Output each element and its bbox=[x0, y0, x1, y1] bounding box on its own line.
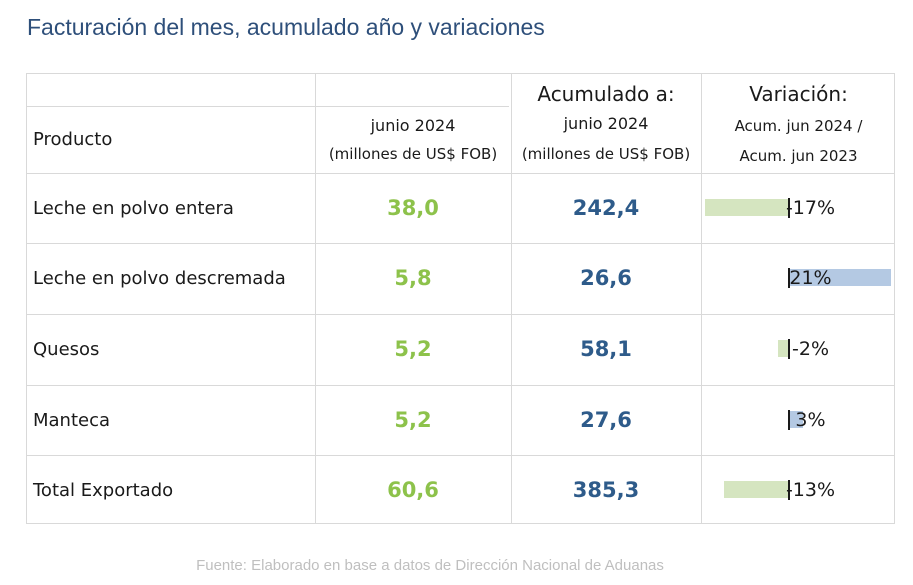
variation-value: 3% bbox=[795, 409, 826, 431]
month-value: 5,2 bbox=[394, 408, 432, 432]
grid-line bbox=[27, 106, 509, 107]
grid-line bbox=[27, 385, 894, 386]
header-accumulated-period: junio 2024 bbox=[563, 114, 649, 133]
product-name: Leche en polvo entera bbox=[33, 197, 234, 219]
accumulated-value: 242,4 bbox=[572, 196, 640, 220]
product-name: Manteca bbox=[33, 409, 111, 431]
variation-axis bbox=[788, 198, 790, 218]
header-accumulated: Acumulado a: junio 2024 (millones de US$… bbox=[511, 74, 701, 173]
source-note: Fuente: Elaborado en base a datos de Dir… bbox=[196, 557, 664, 574]
variation-value: -17% bbox=[785, 197, 836, 219]
grid-line bbox=[27, 243, 894, 244]
accumulated-value: 385,3 bbox=[572, 478, 640, 502]
variation-value: -2% bbox=[792, 338, 829, 360]
header-month: junio 2024 (millones de US$ FOB) bbox=[315, 106, 511, 173]
product-name: Quesos bbox=[33, 338, 100, 360]
header-product: Producto bbox=[33, 129, 113, 150]
variation-bar bbox=[788, 411, 803, 428]
product-name: Leche en polvo descremada bbox=[33, 267, 286, 289]
variation-bar bbox=[724, 481, 788, 498]
month-value: 5,8 bbox=[394, 266, 432, 290]
grid-line bbox=[27, 173, 894, 174]
variation-axis bbox=[788, 410, 790, 430]
accumulated-value: 58,1 bbox=[580, 337, 632, 361]
variation-value: -13% bbox=[785, 479, 836, 501]
month-value: 38,0 bbox=[387, 196, 439, 220]
header-month-unit: (millones de US$ FOB) bbox=[328, 144, 498, 163]
header-accumulated-title: Acumulado a: bbox=[537, 82, 675, 106]
grid-line bbox=[27, 314, 894, 315]
grid-line bbox=[511, 74, 512, 523]
header-variation-line2: Acum. jun 2023 bbox=[739, 147, 858, 165]
header-variation-title: Variación: bbox=[749, 82, 848, 106]
variation-axis bbox=[788, 268, 790, 288]
variation-axis bbox=[788, 480, 790, 500]
month-value: 5,2 bbox=[394, 337, 432, 361]
exports-table: Producto junio 2024 (millones de US$ FOB… bbox=[26, 73, 895, 524]
variation-bar bbox=[778, 340, 788, 357]
header-variation-line1: Acum. jun 2024 / bbox=[734, 117, 863, 135]
header-variation: Variación: Acum. jun 2024 / Acum. jun 20… bbox=[701, 74, 896, 173]
header-accumulated-unit: (millones de US$ FOB) bbox=[521, 145, 691, 163]
variation-value: 21% bbox=[789, 267, 832, 289]
page-title: Facturación del mes, acumulado año y var… bbox=[27, 14, 545, 40]
grid-line bbox=[27, 455, 894, 456]
product-name: Total Exportado bbox=[33, 479, 174, 501]
accumulated-value: 27,6 bbox=[580, 408, 632, 432]
month-value: 60,6 bbox=[387, 478, 439, 502]
variation-bar bbox=[704, 199, 788, 216]
variation-bar bbox=[788, 269, 891, 286]
grid-line bbox=[701, 74, 702, 523]
grid-line bbox=[315, 74, 316, 523]
header-month-period: junio 2024 bbox=[370, 115, 456, 135]
variation-axis bbox=[788, 339, 790, 359]
accumulated-value: 26,6 bbox=[580, 266, 632, 290]
